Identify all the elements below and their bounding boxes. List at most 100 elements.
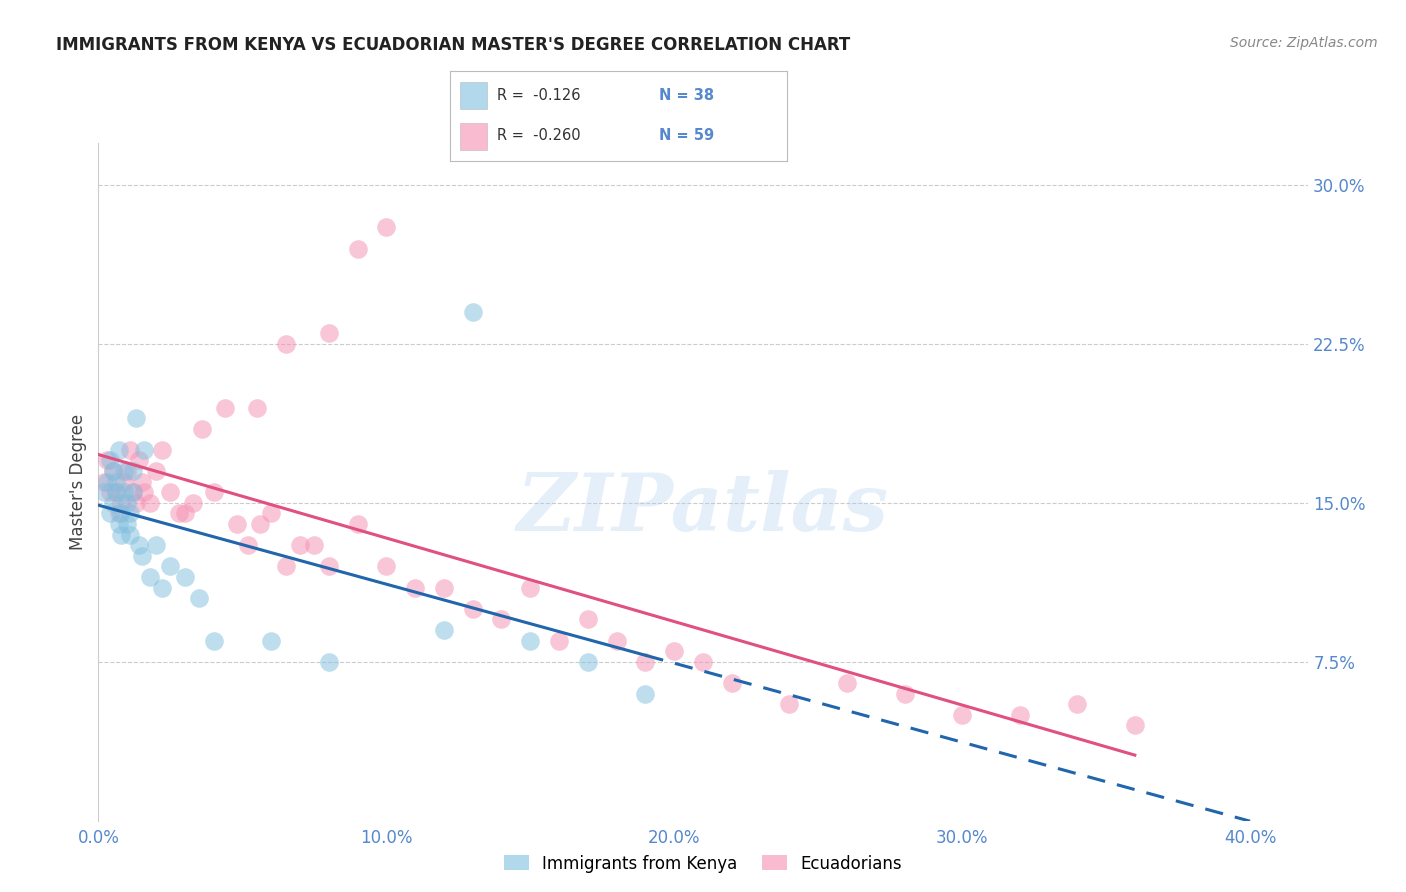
Point <box>125 496 148 510</box>
Point <box>101 464 124 478</box>
Point <box>145 464 167 478</box>
Point <box>720 676 742 690</box>
FancyBboxPatch shape <box>460 123 486 150</box>
Point <box>112 475 135 489</box>
Point <box>173 507 195 521</box>
Point <box>606 633 628 648</box>
Point <box>107 442 129 457</box>
Point <box>461 602 484 616</box>
Point <box>128 538 150 552</box>
Point <box>104 475 127 489</box>
Point <box>375 559 398 574</box>
Point <box>491 612 513 626</box>
Point <box>110 496 132 510</box>
Point <box>104 485 127 500</box>
Point <box>93 485 115 500</box>
Point <box>461 305 484 319</box>
Point <box>122 464 145 478</box>
Point <box>120 527 142 541</box>
Point <box>110 527 132 541</box>
Point <box>202 633 225 648</box>
Point <box>96 475 118 489</box>
Point <box>122 485 145 500</box>
Point <box>115 496 138 510</box>
Point <box>159 485 181 500</box>
Point <box>346 517 368 532</box>
Point <box>519 581 541 595</box>
Point <box>260 507 283 521</box>
Point <box>433 581 456 595</box>
Point <box>433 623 456 637</box>
Point <box>202 485 225 500</box>
Point <box>191 422 214 436</box>
Point <box>159 559 181 574</box>
Point <box>112 464 135 478</box>
Point <box>664 644 686 658</box>
Point <box>115 464 138 478</box>
Point <box>167 507 190 521</box>
Point <box>112 485 135 500</box>
Text: Source: ZipAtlas.com: Source: ZipAtlas.com <box>1230 36 1378 50</box>
Point <box>120 442 142 457</box>
Point <box>692 655 714 669</box>
Point <box>128 453 150 467</box>
Text: N = 38: N = 38 <box>659 88 714 103</box>
Point <box>778 697 800 711</box>
Point <box>139 570 162 584</box>
Point <box>134 485 156 500</box>
Point <box>110 507 132 521</box>
Point <box>188 591 211 606</box>
Point <box>404 581 426 595</box>
Point <box>93 475 115 489</box>
Point <box>260 633 283 648</box>
Point <box>548 633 571 648</box>
Point <box>173 570 195 584</box>
Point <box>1066 697 1088 711</box>
Point <box>125 411 148 425</box>
Point <box>236 538 259 552</box>
Point <box>145 538 167 552</box>
Point <box>318 655 340 669</box>
Point <box>150 581 173 595</box>
Point <box>98 507 121 521</box>
Legend: Immigrants from Kenya, Ecuadorians: Immigrants from Kenya, Ecuadorians <box>498 848 908 880</box>
Point <box>519 633 541 648</box>
Text: ZIPatlas: ZIPatlas <box>517 470 889 548</box>
Point <box>576 655 599 669</box>
Point <box>107 507 129 521</box>
Point <box>98 453 121 467</box>
Point <box>131 475 153 489</box>
Point <box>318 326 340 341</box>
Point <box>96 453 118 467</box>
Point <box>288 538 311 552</box>
Point <box>115 517 138 532</box>
Point <box>246 401 269 415</box>
Text: R =  -0.260: R = -0.260 <box>498 128 581 143</box>
Point <box>835 676 858 690</box>
FancyBboxPatch shape <box>460 82 486 109</box>
Point <box>249 517 271 532</box>
Point <box>950 707 973 722</box>
Point <box>304 538 326 552</box>
Point <box>576 612 599 626</box>
Point <box>120 507 142 521</box>
Point <box>214 401 236 415</box>
Point <box>318 559 340 574</box>
Point <box>1123 718 1146 732</box>
Point <box>1008 707 1031 722</box>
Point <box>131 549 153 563</box>
Point <box>183 496 205 510</box>
Point <box>274 337 297 351</box>
Point <box>98 485 121 500</box>
Text: R =  -0.126: R = -0.126 <box>498 88 581 103</box>
Point <box>101 464 124 478</box>
Point <box>346 242 368 256</box>
Point <box>274 559 297 574</box>
Y-axis label: Master's Degree: Master's Degree <box>69 414 87 549</box>
Point <box>134 442 156 457</box>
Point <box>107 517 129 532</box>
Point <box>375 220 398 235</box>
Point <box>150 442 173 457</box>
Point <box>634 655 657 669</box>
Point <box>893 687 915 701</box>
